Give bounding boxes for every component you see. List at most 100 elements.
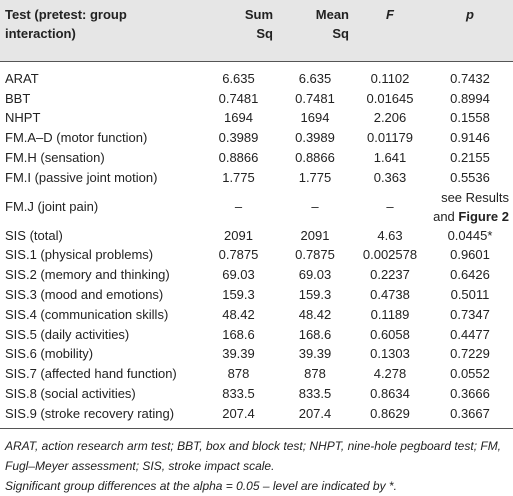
table-cell: 0.8866 bbox=[218, 150, 259, 166]
footnote: ARAT, action research arm test; BBT, box… bbox=[5, 438, 502, 473]
table-cell: BBT bbox=[5, 90, 31, 106]
table-row: SIS.2 (memory and thinking) 69.03 69.03 0.2… bbox=[0, 265, 513, 285]
table-row: SIS.8 (social activities) 833.5 833.5 0.863… bbox=[0, 384, 513, 404]
table-row: SIS.9 (stroke recovery rating) 207.4 207.4… bbox=[0, 403, 513, 429]
table-cell: SIS.7 (affected hand function) bbox=[5, 366, 177, 382]
table-cell: 878 bbox=[227, 366, 250, 382]
table-row: FM.H (sensation) 0.8866 0.8866 1.641 0.2155 bbox=[0, 148, 513, 168]
table-cell: 0.8634 bbox=[370, 386, 410, 402]
table-row: FM.A–D (motor function) 0.3989 0.3989 0.011… bbox=[0, 128, 513, 148]
header-row: Test (pretest: group interaction) Sum Sq… bbox=[0, 0, 513, 62]
table-cell: FM.H (sensation) bbox=[5, 150, 105, 166]
table-cell: SIS.1 (physical problems) bbox=[5, 247, 154, 263]
table-cell: 0.9601 bbox=[450, 247, 490, 263]
table-cell: 6.635 bbox=[222, 70, 255, 86]
header-cell: F bbox=[353, 0, 427, 62]
table-cell: SIS.2 (memory and thinking) bbox=[5, 267, 170, 283]
table-row: SIS.1 (physical problems) 0.7875 0.7875 0.0… bbox=[0, 246, 513, 266]
table-row: FM.I (passive joint motion) 1.775 1.775 0.3… bbox=[0, 168, 513, 188]
results-table: Test (pretest: group interaction) Sum Sq… bbox=[0, 0, 513, 429]
table-row: NHPT 1694 1694 2.206 0.1558 bbox=[0, 109, 513, 129]
table-cell: 2091 bbox=[224, 227, 253, 243]
table-cell: 0.1558 bbox=[450, 110, 490, 126]
table-cell: 69.03 bbox=[222, 267, 255, 283]
table-cell: 2.206 bbox=[373, 110, 407, 126]
table-cell: 48.42 bbox=[222, 306, 255, 322]
header-cell: p bbox=[427, 0, 513, 62]
header-cell: Sum Sq bbox=[200, 0, 277, 62]
table-cell: NHPT bbox=[5, 110, 41, 126]
table-row: SIS.6 (mobility) 39.39 39.39 0.1303 0.7229 bbox=[0, 345, 513, 365]
table-cell: 159.3 bbox=[298, 287, 332, 303]
table-cell: 0.002578 bbox=[362, 247, 418, 263]
table-cell: 0.5011 bbox=[450, 287, 490, 303]
table-cell: 0.7481 bbox=[218, 90, 259, 106]
table-row: SIS.4 (communication skills) 48.42 48.42 0.… bbox=[0, 305, 513, 325]
table-cell: 0.7432 bbox=[450, 70, 490, 86]
table-cell: 39.39 bbox=[222, 346, 255, 362]
table-cell: 0.7875 bbox=[295, 247, 335, 263]
figure-ref: Figure 2 bbox=[458, 208, 509, 224]
table-cell: 0.6426 bbox=[450, 267, 490, 283]
table-cell: SIS (total) bbox=[5, 227, 63, 243]
table-cell: SIS.6 (mobility) bbox=[5, 346, 94, 362]
table-cell: 833.5 bbox=[298, 386, 332, 402]
table-row: SIS.5 (daily activities) 168.6 168.6 0.6058… bbox=[0, 325, 513, 345]
table-cell: 0.01645 bbox=[366, 90, 414, 106]
table-cell: – bbox=[311, 198, 319, 214]
table-row: SIS.3 (mood and emotions) 159.3 159.3 0.473… bbox=[0, 285, 513, 305]
table-cell: 168.6 bbox=[222, 326, 255, 342]
table-cell: 0.3989 bbox=[218, 130, 259, 146]
table-cell: 4.278 bbox=[373, 366, 407, 382]
table-cell: SIS.9 (stroke recovery rating) bbox=[0, 403, 200, 429]
table-row: FM.J (joint pain) – – – see Results and Figu… bbox=[0, 188, 513, 226]
table-cell: 0.6058 bbox=[370, 326, 410, 342]
table-cell: 0.8629 bbox=[353, 403, 427, 429]
table-row: ARAT 6.635 6.635 0.1102 0.7432 bbox=[0, 62, 513, 89]
table-cell: 1.775 bbox=[222, 169, 255, 185]
table-cell: 168.6 bbox=[298, 326, 332, 342]
table-cell: 0.5536 bbox=[450, 169, 490, 185]
table-cell: 0.0552 bbox=[450, 366, 490, 382]
table-cell: – bbox=[234, 198, 243, 214]
table-cell: 1.775 bbox=[298, 169, 332, 185]
table-cell: 1694 bbox=[224, 110, 253, 126]
table-cell: 0.4738 bbox=[370, 287, 410, 303]
table-cell: 159.3 bbox=[222, 287, 255, 303]
table-cell: 0.1189 bbox=[370, 306, 410, 322]
table-cell: 0.2155 bbox=[450, 150, 490, 166]
table-cell: FM.J (joint pain) bbox=[5, 198, 99, 214]
table-cell: SIS.4 (communication skills) bbox=[5, 306, 169, 322]
footnotes: ARAT, action research arm test; BBT, box… bbox=[0, 429, 513, 496]
table-cell: 207.4 bbox=[277, 403, 353, 429]
header-cell: Mean Sq bbox=[277, 0, 353, 62]
table-cell: 0.2237 bbox=[370, 267, 410, 283]
table-row: SIS.7 (affected hand function) 878 878 4.27… bbox=[0, 364, 513, 384]
cell-text: see Results and bbox=[433, 189, 509, 224]
table-cell: FM.I (passive joint motion) bbox=[5, 169, 158, 185]
table-cell: 0.0445* bbox=[447, 227, 493, 243]
table-cell: 0.3667 bbox=[427, 403, 513, 429]
table-cell: 6.635 bbox=[298, 70, 332, 86]
table-cell: 0.1303 bbox=[370, 346, 410, 362]
table-cell: 0.9146 bbox=[450, 130, 490, 146]
table-cell: 0.7875 bbox=[218, 247, 259, 263]
table-cell: 0.363 bbox=[373, 169, 407, 185]
table-cell: 69.03 bbox=[298, 267, 332, 283]
table-cell: 833.5 bbox=[222, 386, 255, 402]
table-row: BBT 0.7481 0.7481 0.01645 0.8994 bbox=[0, 89, 513, 109]
table-cell: 4.63 bbox=[377, 227, 403, 243]
table-cell: FM.A–D (motor function) bbox=[5, 130, 148, 146]
table-cell: SIS.5 (daily activities) bbox=[5, 326, 130, 342]
table-cell: 0.7481 bbox=[295, 90, 335, 106]
table-cell: 0.7229 bbox=[450, 346, 490, 362]
table-cell: see Results and Figure 2 bbox=[427, 188, 513, 226]
table-cell: 2091 bbox=[300, 227, 330, 243]
table-cell: 1694 bbox=[300, 110, 330, 126]
table-cell: 48.42 bbox=[298, 306, 332, 322]
footnote: Significant group differences at the alp… bbox=[5, 478, 397, 493]
table-cell: 0.1102 bbox=[370, 70, 410, 86]
table-body: ARAT 6.635 6.635 0.1102 0.7432 BBT 0.7481 0.748… bbox=[0, 62, 513, 429]
table-cell: 0.3666 bbox=[450, 386, 490, 402]
